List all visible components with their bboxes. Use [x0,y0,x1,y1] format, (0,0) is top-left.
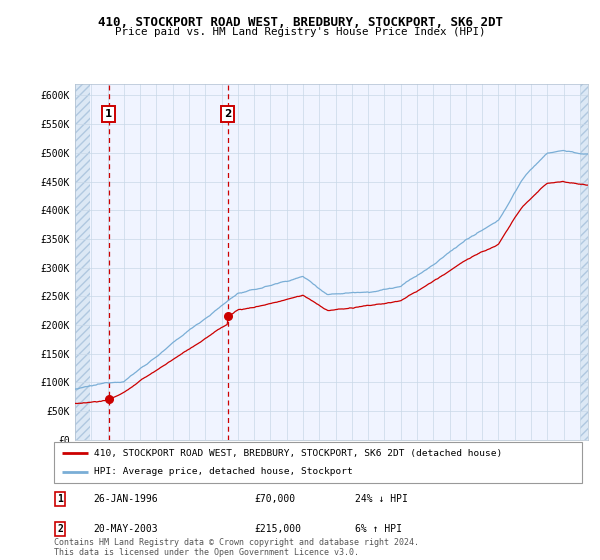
Text: £215,000: £215,000 [254,524,302,534]
Text: Contains HM Land Registry data © Crown copyright and database right 2024.
This d: Contains HM Land Registry data © Crown c… [54,538,419,557]
Text: 24% ↓ HPI: 24% ↓ HPI [355,494,408,504]
Text: 410, STOCKPORT ROAD WEST, BREDBURY, STOCKPORT, SK6 2DT: 410, STOCKPORT ROAD WEST, BREDBURY, STOC… [97,16,503,29]
Text: 26-JAN-1996: 26-JAN-1996 [94,494,158,504]
Bar [580,84,588,440]
Text: Price paid vs. HM Land Registry's House Price Index (HPI): Price paid vs. HM Land Registry's House … [115,27,485,37]
Text: 1: 1 [58,494,63,504]
Bar [580,84,588,440]
Bar [75,84,89,440]
Text: 1: 1 [105,109,112,119]
Text: 410, STOCKPORT ROAD WEST, BREDBURY, STOCKPORT, SK6 2DT (detached house): 410, STOCKPORT ROAD WEST, BREDBURY, STOC… [94,449,502,458]
Text: 6% ↑ HPI: 6% ↑ HPI [355,524,402,534]
Text: 2: 2 [224,109,232,119]
Bar [75,84,89,440]
FancyBboxPatch shape [54,442,582,483]
Text: 2: 2 [58,524,63,534]
Text: 20-MAY-2003: 20-MAY-2003 [94,524,158,534]
Text: £70,000: £70,000 [254,494,296,504]
Text: HPI: Average price, detached house, Stockport: HPI: Average price, detached house, Stoc… [94,468,352,477]
